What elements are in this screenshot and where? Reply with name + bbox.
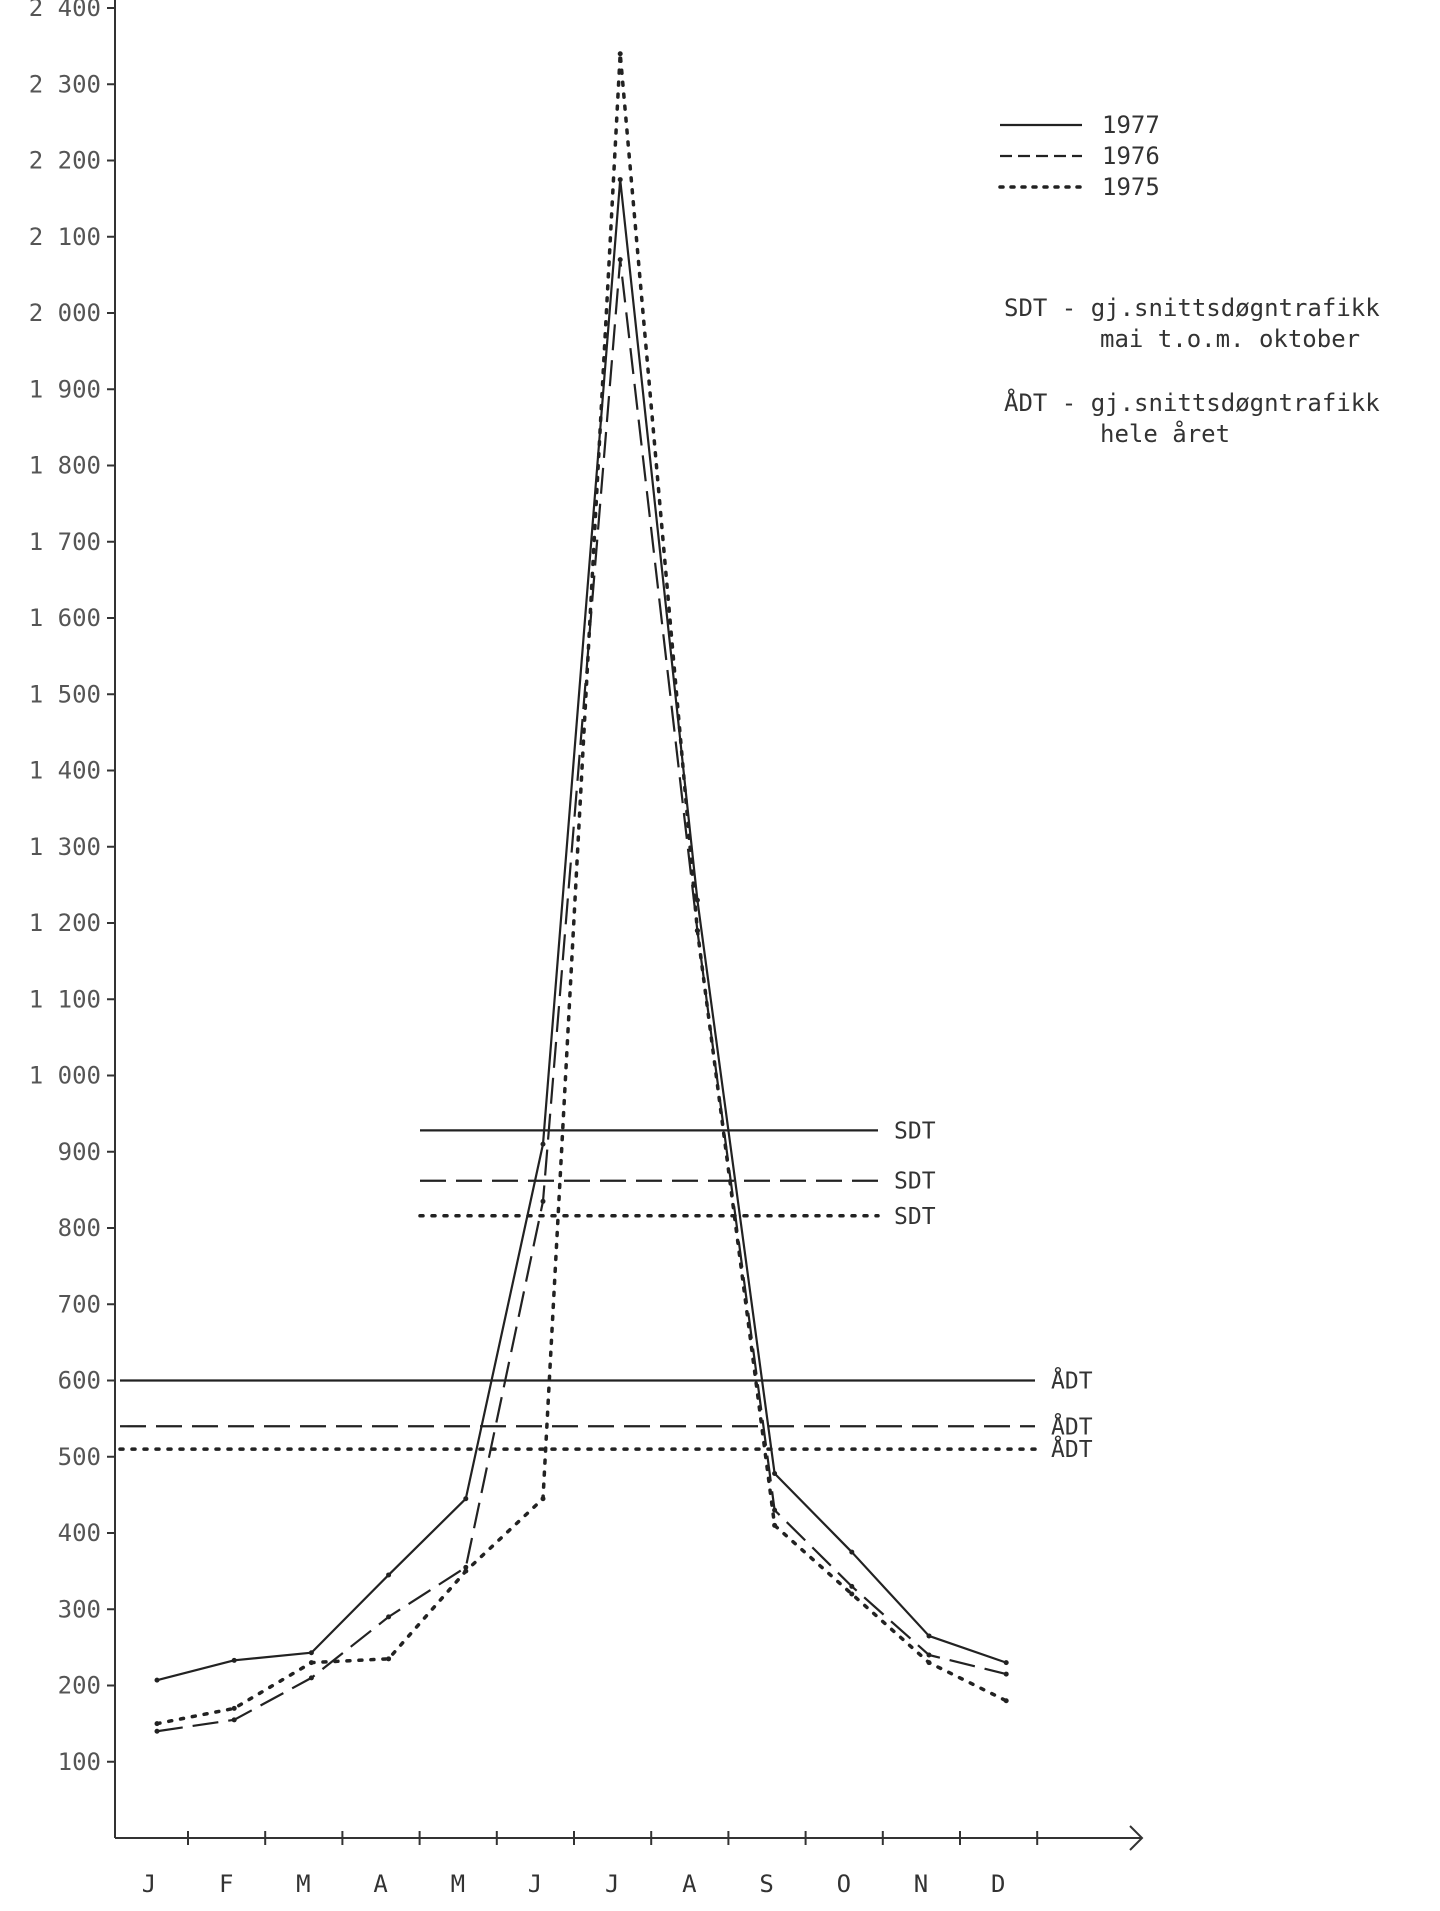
y-tick-label: 1 900 (29, 375, 101, 403)
series-point (617, 257, 623, 263)
y-tick-label: 500 (58, 1443, 101, 1471)
series-point (772, 1522, 778, 1528)
legend-label: 1977 (1102, 111, 1160, 139)
series-point (463, 1568, 469, 1574)
x-tick-label: A (373, 1870, 388, 1898)
y-tick-label: 2 400 (29, 0, 101, 22)
y-tick-label: 900 (58, 1138, 101, 1166)
series-point (926, 1660, 932, 1666)
series-point (694, 928, 700, 934)
y-tick-label: 2 300 (29, 70, 101, 98)
y-tick-label: 400 (58, 1519, 101, 1547)
y-tick-label: 1 000 (29, 1062, 101, 1090)
series-line (156, 258, 1007, 1733)
x-tick-label: O (837, 1870, 851, 1898)
reference-line-label: ÅDT (1051, 1412, 1093, 1440)
y-tick-label: 700 (58, 1290, 101, 1318)
series-point (154, 1721, 160, 1727)
reference-line-label: SDT (894, 1118, 936, 1144)
series-point (540, 1141, 546, 1147)
series-point (463, 1564, 469, 1570)
series-point (1003, 1671, 1009, 1677)
series-point (617, 51, 623, 57)
reference-line-label: ÅDT (1051, 1435, 1093, 1463)
legend-label: 1975 (1102, 173, 1160, 201)
y-tick-label: 1 800 (29, 452, 101, 480)
series-point (694, 897, 700, 903)
y-tick-label: 2 200 (29, 147, 101, 175)
series-point (540, 1198, 546, 1204)
y-tick-label: 2 000 (29, 299, 101, 327)
reference-line-label: ÅDT (1051, 1367, 1093, 1395)
y-tick-label: 200 (58, 1672, 101, 1700)
y-tick-label: 800 (58, 1214, 101, 1242)
series-point (308, 1650, 314, 1656)
series-point (308, 1675, 314, 1681)
series-point (772, 1471, 778, 1477)
y-tick-label: 1 600 (29, 604, 101, 632)
y-tick-label: 2 100 (29, 223, 101, 251)
series-point (617, 177, 623, 183)
x-tick-label: D (991, 1870, 1005, 1898)
axes (114, 0, 1144, 1851)
series-point (386, 1572, 392, 1578)
x-tick-label: J (528, 1870, 542, 1898)
legend-note-line2: mai t.o.m. oktober (1100, 325, 1360, 353)
series-point (540, 1496, 546, 1502)
series-point (849, 1583, 855, 1589)
reference-line-label: SDT (894, 1204, 936, 1230)
y-tick-label: 1 400 (29, 757, 101, 785)
series-point (1003, 1660, 1009, 1666)
legend-note-line1: ÅDT - gj.snittsdøgntrafikk (1004, 388, 1380, 417)
series-point (231, 1717, 237, 1723)
series-point (154, 1728, 160, 1734)
y-tick-label: 1 100 (29, 985, 101, 1013)
series-point (849, 1549, 855, 1555)
x-tick-label: J (605, 1870, 619, 1898)
x-tick-label: S (759, 1870, 773, 1898)
series-point (386, 1614, 392, 1620)
y-tick-label: 1 500 (29, 680, 101, 708)
x-tick-label: A (682, 1870, 697, 1898)
x-tick-label: F (219, 1870, 233, 1898)
y-tick-label: 1 200 (29, 909, 101, 937)
y-tick-label: 300 (58, 1595, 101, 1623)
y-tick-label: 600 (58, 1367, 101, 1395)
legend-note-line2: hele året (1100, 419, 1230, 448)
y-axis-ticks: 100 200 300 400 500 600 700 800 900 1 000 1 100 1 2… (29, 0, 115, 1776)
y-tick-label: 100 (58, 1748, 101, 1776)
legend: 1977 1976 1975 SDT - gj.snittsdøgntrafikk ma… (998, 111, 1380, 448)
series-point (386, 1656, 392, 1662)
series-point (772, 1507, 778, 1513)
series-point (231, 1705, 237, 1711)
x-tick-label: M (451, 1870, 465, 1898)
reference-line-label: SDT (894, 1169, 936, 1195)
x-tick-label: J (142, 1870, 156, 1898)
series-point (926, 1633, 932, 1639)
legend-label: 1976 (1102, 142, 1160, 170)
legend-note-line1: SDT - gj.snittsdøgntrafikk (1004, 294, 1380, 322)
series-point (926, 1652, 932, 1658)
y-tick-label: 1 300 (29, 833, 101, 861)
series-line (156, 178, 1007, 1682)
x-tick-label: N (914, 1870, 928, 1898)
x-tick-label: M (296, 1870, 310, 1898)
series-point (308, 1660, 314, 1666)
series-line (155, 52, 1008, 1726)
series-point (1003, 1698, 1009, 1704)
series-point (154, 1677, 160, 1683)
x-axis-arrow (1129, 1825, 1144, 1851)
y-tick-label: 1 700 (29, 528, 101, 556)
series-point (849, 1591, 855, 1597)
series-point (231, 1657, 237, 1663)
series-point (463, 1496, 469, 1502)
series-lines (154, 51, 1009, 1734)
